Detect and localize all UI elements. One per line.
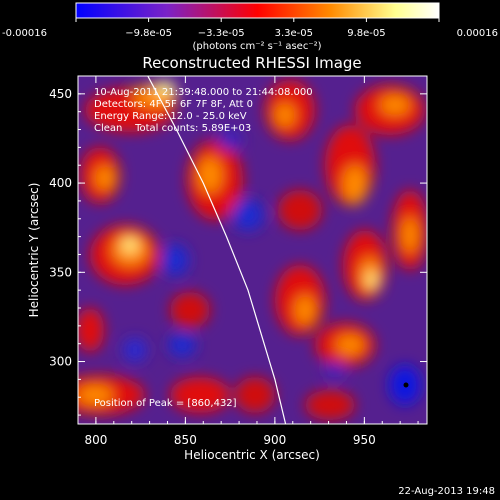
heatmap-area [78, 76, 427, 424]
plot-frame [77, 75, 428, 425]
y-tick-label: 400 [49, 176, 72, 190]
axis-ticks: 800 850 900 950 300 350 400 450 [49, 75, 427, 447]
x-tick-label: 850 [174, 433, 197, 447]
y-tick-label: 450 [49, 87, 72, 101]
colorbar-tick-label: −3.3e-05 [198, 28, 245, 39]
chart-title: Reconstructed RHESSI Image [142, 54, 361, 72]
peak-position-text: Position of Peak = [860,432] [94, 398, 237, 409]
x-tick-label: 900 [263, 433, 286, 447]
clean-counts-text: Clean Total counts: 5.89E+03 [94, 123, 251, 134]
colorbar-tick-label: −9.8e-05 [125, 28, 172, 39]
colorbar-ticks: -0.00016 −9.8e-05 −3.3e-05 3.3e-05 9.8e-05 0.… [2, 18, 498, 39]
colorbar [75, 2, 440, 19]
colorbar-tick-label: 9.8e-05 [347, 28, 385, 39]
x-axis-label: Heliocentric X (arcsec) [184, 448, 320, 462]
time-range-text: 10-Aug-2011 21:39:48.000 to 21:44:08.000 [94, 87, 313, 98]
footer-date: 22-Aug-2013 19:48 [398, 486, 495, 497]
y-tick-label: 350 [49, 265, 72, 279]
colorbar-tick-label: -0.00016 [2, 28, 47, 39]
x-tick-label: 800 [84, 433, 107, 447]
y-tick-label: 300 [49, 355, 72, 369]
y-axis-label: Heliocentric Y (arcsec) [27, 183, 41, 318]
x-tick-label: 950 [353, 433, 376, 447]
peak-marker [403, 382, 409, 388]
detectors-text: Detectors: 4F 5F 6F 7F 8F, Att 0 [94, 99, 253, 110]
colorbar-tick-label: 3.3e-05 [275, 28, 313, 39]
energy-range-text: Energy Range: 12.0 - 25.0 keV [94, 111, 247, 122]
colorbar-unit: (photons cm⁻² s⁻¹ asec⁻²) [192, 41, 321, 52]
colorbar-tick-label: 0.00016 [457, 28, 498, 39]
solar-limb-curve [147, 76, 287, 424]
